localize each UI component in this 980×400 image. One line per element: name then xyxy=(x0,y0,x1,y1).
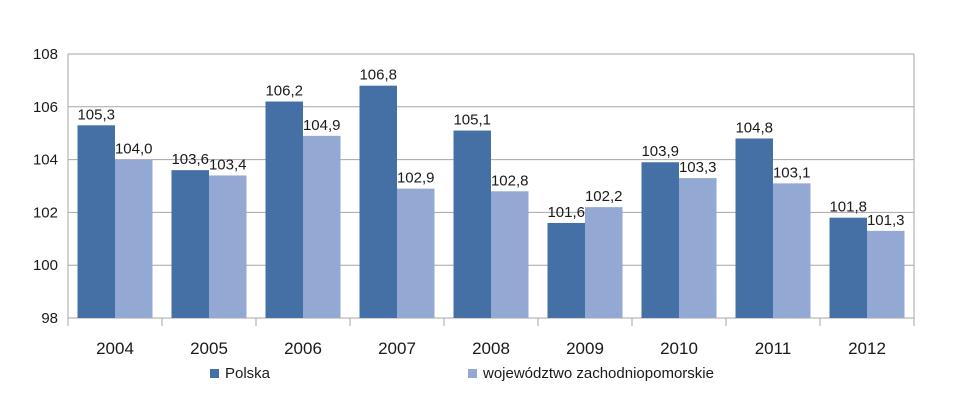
x-tick-label: 2011 xyxy=(755,339,792,358)
data-label: 102,2 xyxy=(585,188,623,205)
legend-label-polska: Polska xyxy=(225,365,271,382)
bar-polska-2011 xyxy=(735,138,773,318)
data-label: 102,9 xyxy=(397,170,435,187)
data-label: 105,1 xyxy=(453,112,491,129)
legend-item-polska: Polska xyxy=(210,365,270,382)
bar-wojewodztwo-2006 xyxy=(303,135,341,318)
legend-swatch-polska xyxy=(210,369,219,378)
x-tick-label: 2005 xyxy=(190,339,228,358)
data-label: 106,2 xyxy=(265,83,303,100)
x-tick-label: 2008 xyxy=(472,339,510,358)
data-label: 103,4 xyxy=(209,156,247,173)
bar-polska-2007 xyxy=(359,85,397,319)
data-label: 101,3 xyxy=(867,212,905,229)
data-label: 105,3 xyxy=(77,106,115,123)
data-label: 103,6 xyxy=(171,151,209,168)
legend-label-wojewodztwo: województwo zachodniopomorskie xyxy=(483,365,714,382)
y-tick-label: 108 xyxy=(33,46,58,63)
x-tick-label: 2007 xyxy=(378,339,416,358)
bar-polska-2010 xyxy=(641,162,679,318)
x-tick-label: 2009 xyxy=(566,339,604,358)
legend-swatch-wojewodztwo xyxy=(468,369,477,378)
data-label: 103,3 xyxy=(679,159,717,176)
x-tick-label: 2006 xyxy=(284,339,322,358)
data-label: 104,0 xyxy=(115,141,153,158)
bar-polska-2005 xyxy=(171,170,209,318)
data-label: 101,8 xyxy=(829,199,867,216)
data-label: 104,8 xyxy=(735,119,773,136)
bar-wojewodztwo-2008 xyxy=(491,191,529,318)
data-label: 101,6 xyxy=(547,204,585,221)
x-tick-label: 2010 xyxy=(660,339,698,358)
bar-wojewodztwo-2012 xyxy=(867,230,905,318)
data-label: 103,9 xyxy=(641,143,679,160)
y-tick-label: 102 xyxy=(33,204,58,221)
bar-polska-2004 xyxy=(77,125,115,318)
bars xyxy=(77,85,905,319)
data-label: 104,9 xyxy=(303,117,341,134)
bar-polska-2009 xyxy=(547,222,585,318)
bar-polska-2012 xyxy=(829,217,867,318)
y-tick-label: 104 xyxy=(33,152,58,169)
bar-wojewodztwo-2010 xyxy=(679,178,717,318)
y-tick-label: 98 xyxy=(41,310,58,327)
bar-polska-2006 xyxy=(265,101,303,319)
x-tick-label: 2012 xyxy=(848,339,886,358)
y-tick-label: 100 xyxy=(33,257,58,274)
bar-wojewodztwo-2004 xyxy=(115,159,153,318)
y-tick-label: 106 xyxy=(33,99,58,116)
legend-item-wojewodztwo: województwo zachodniopomorskie xyxy=(468,365,714,382)
data-label: 102,8 xyxy=(491,172,529,189)
x-tick-label: 2004 xyxy=(96,339,134,358)
data-label: 103,1 xyxy=(773,164,811,181)
bar-wojewodztwo-2009 xyxy=(585,207,623,318)
bar-wojewodztwo-2007 xyxy=(397,188,435,318)
axes: 98 100 102 104 106 108 2004 2005 2006 2007 2008 200… xyxy=(33,46,915,358)
bar-wojewodztwo-2005 xyxy=(209,175,247,318)
bar-wojewodztwo-2011 xyxy=(773,183,811,318)
bar-polska-2008 xyxy=(453,130,491,318)
data-label: 106,8 xyxy=(359,67,397,84)
